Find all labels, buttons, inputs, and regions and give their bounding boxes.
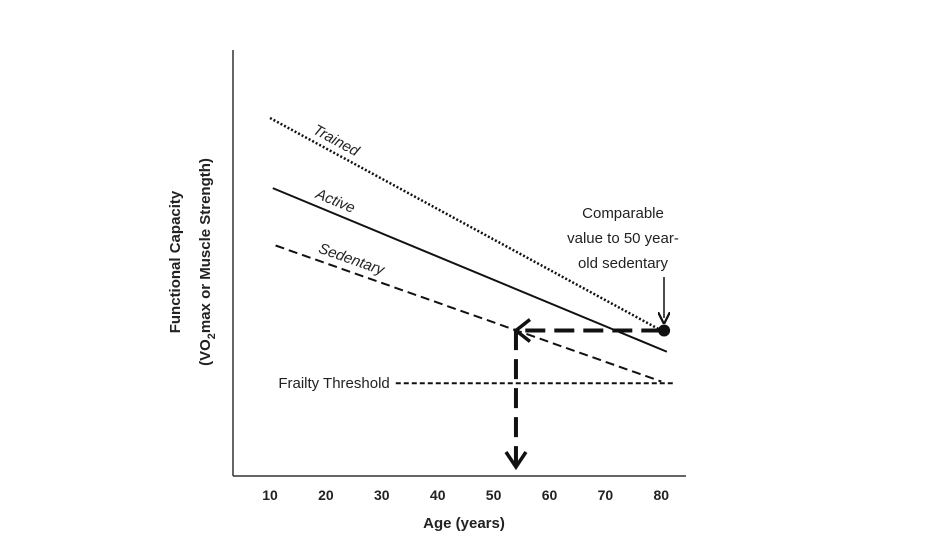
x-tick-label: 10 (262, 487, 278, 503)
series-label-trained: Trained (310, 121, 362, 160)
x-axis-label: Age (years) (423, 515, 505, 532)
annotation-line: value to 50 year- (567, 230, 679, 247)
left-arrowhead (513, 318, 532, 343)
series-line-trained (269, 116, 662, 332)
x-tick-label: 60 (542, 487, 558, 503)
series-label-active: Active (312, 185, 357, 217)
data-point-marker (658, 324, 671, 337)
series-line-active (272, 187, 668, 353)
down-arrowhead (504, 451, 528, 471)
comparison-drop-line (513, 328, 662, 466)
x-tick-label: 80 (654, 487, 670, 503)
y-axis-label-line1: Functional Capacity (167, 190, 184, 333)
frailty-threshold-label: Frailty Threshold (278, 375, 389, 392)
x-tick-label: 40 (430, 487, 446, 503)
axes (232, 50, 686, 477)
x-tick-label: 70 (598, 487, 614, 503)
series-label-sedentary: Sedentary (316, 240, 388, 279)
x-tick-label: 50 (486, 487, 502, 503)
annotation-line: Comparable (582, 205, 664, 222)
annotation: Comparable value to 50 year- old sedenta… (567, 205, 679, 318)
x-tick-label: 20 (318, 487, 334, 503)
y-axis-label-line2: (VO2max or Muscle Strength) (197, 158, 218, 366)
x-tick-label: 30 (374, 487, 390, 503)
annotation-line: old sedentary (578, 255, 669, 272)
series-line-sedentary (275, 244, 662, 383)
